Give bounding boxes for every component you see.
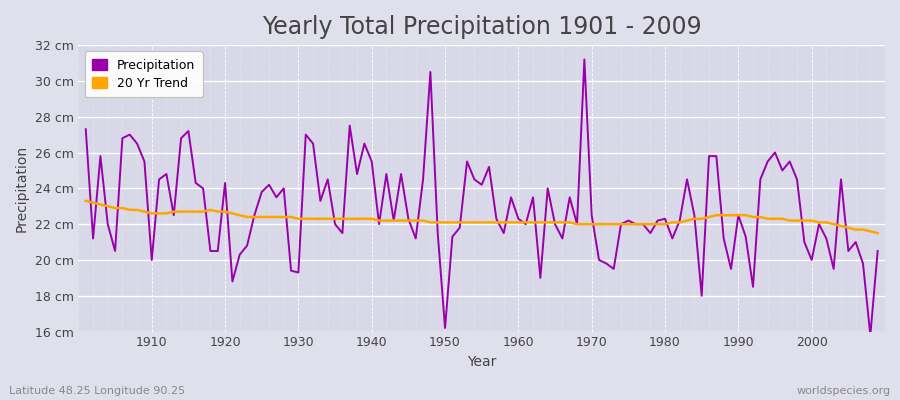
Y-axis label: Precipitation: Precipitation — [15, 145, 29, 232]
Text: Latitude 48.25 Longitude 90.25: Latitude 48.25 Longitude 90.25 — [9, 386, 185, 396]
Title: Yearly Total Precipitation 1901 - 2009: Yearly Total Precipitation 1901 - 2009 — [262, 15, 701, 39]
X-axis label: Year: Year — [467, 355, 497, 369]
Text: worldspecies.org: worldspecies.org — [796, 386, 891, 396]
Legend: Precipitation, 20 Yr Trend: Precipitation, 20 Yr Trend — [85, 51, 202, 97]
